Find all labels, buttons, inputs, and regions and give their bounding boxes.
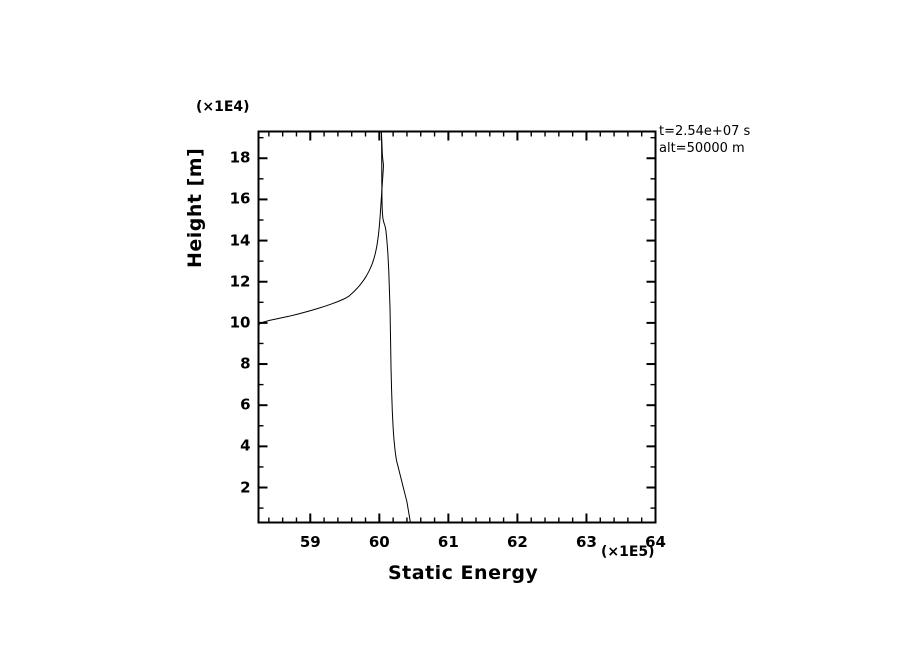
y-tick-label: 14 xyxy=(229,231,251,250)
y-tick-label: 6 xyxy=(240,395,251,414)
x-axis-title: Static Energy xyxy=(388,562,539,584)
annotation-time: t=2.54e+07 s xyxy=(659,124,751,139)
y-tick-label: 12 xyxy=(229,272,251,291)
y-tick-label: 18 xyxy=(229,148,251,167)
axis-ticks xyxy=(258,131,657,523)
y-tick-label: 16 xyxy=(229,189,251,208)
data-series-line xyxy=(258,131,384,336)
y-tick-label: 4 xyxy=(240,436,251,455)
data-series-line xyxy=(380,131,411,523)
x-tick-label: 60 xyxy=(368,532,390,551)
y-tick-label: 8 xyxy=(240,354,251,373)
y-axis-title: Height [m] xyxy=(184,147,206,268)
annotation-altitude: alt=50000 m xyxy=(659,141,745,156)
x-axis-multiplier-label: (×1E5) xyxy=(601,544,655,560)
y-tick-label: 10 xyxy=(229,313,251,332)
axes-frame xyxy=(257,130,657,524)
y-axis-multiplier-label: (×1E4) xyxy=(196,99,250,115)
x-tick-label: 63 xyxy=(576,532,597,551)
data-series-layer xyxy=(258,131,411,523)
x-tick-label: 64 xyxy=(645,532,666,551)
y-tick-label: 2 xyxy=(240,478,251,497)
x-tick-label: 59 xyxy=(299,532,321,551)
x-tick-label: 61 xyxy=(437,532,459,551)
axes-border xyxy=(257,130,657,524)
x-tick-label: 62 xyxy=(506,532,528,551)
